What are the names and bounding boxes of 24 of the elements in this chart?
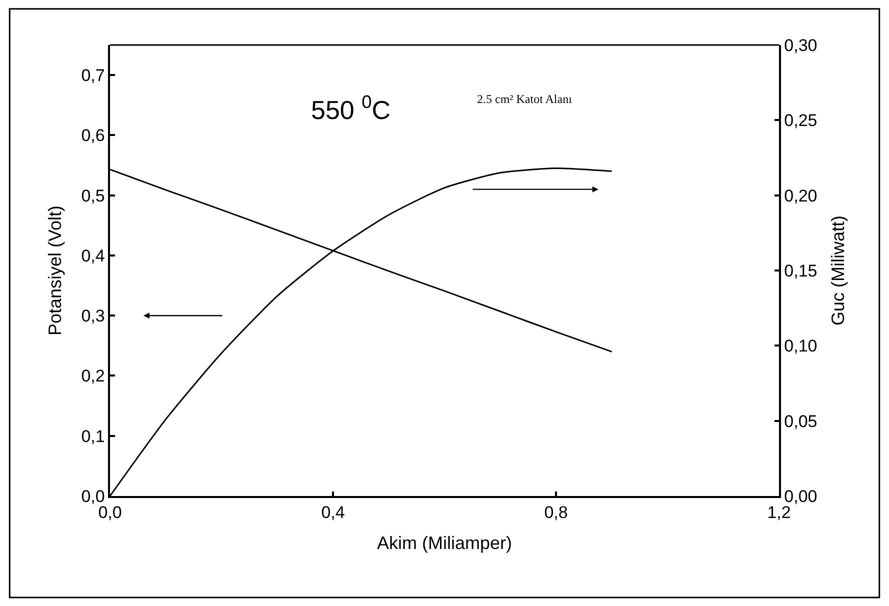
y2-tick-label: 0,15 (784, 261, 818, 280)
y2-tick-label: 0,25 (784, 111, 818, 130)
y2-tick-label: 0,05 (784, 412, 818, 431)
y-tick-label: 0,1 (81, 426, 105, 446)
x-tick-label: 0,4 (321, 503, 345, 522)
annotation: 2.5 cm² Katot Alanı (477, 92, 573, 106)
y-axis-title: Potansiyel (Volt) (44, 205, 65, 336)
y2-tick-label: 0,00 (784, 486, 818, 506)
x-tick-label: 1,2 (767, 503, 791, 522)
y-tick-label: 0,3 (81, 306, 105, 326)
y2-tick-label: 0,10 (784, 336, 818, 356)
y-tick-label: 0,5 (81, 186, 105, 206)
y2-axis-title: Guc (Miliwatt) (828, 215, 848, 326)
annotation: 550 $^{0}$C (311, 92, 391, 125)
x-tick-label: 0,8 (544, 503, 568, 522)
y-tick-label: 0,6 (81, 126, 105, 146)
y-tick-label: 0,2 (81, 366, 105, 386)
y2-tick-label: 0,30 (784, 36, 818, 55)
x-axis-title: Akim (Miliamper) (377, 532, 512, 553)
y-tick-label: 0,7 (81, 66, 105, 86)
y-tick-label: 0,4 (81, 246, 105, 266)
y2-tick-label: 0,20 (784, 186, 818, 206)
y-tick-label: 0,0 (81, 486, 105, 506)
x-tick-label: 0,0 (98, 503, 122, 522)
